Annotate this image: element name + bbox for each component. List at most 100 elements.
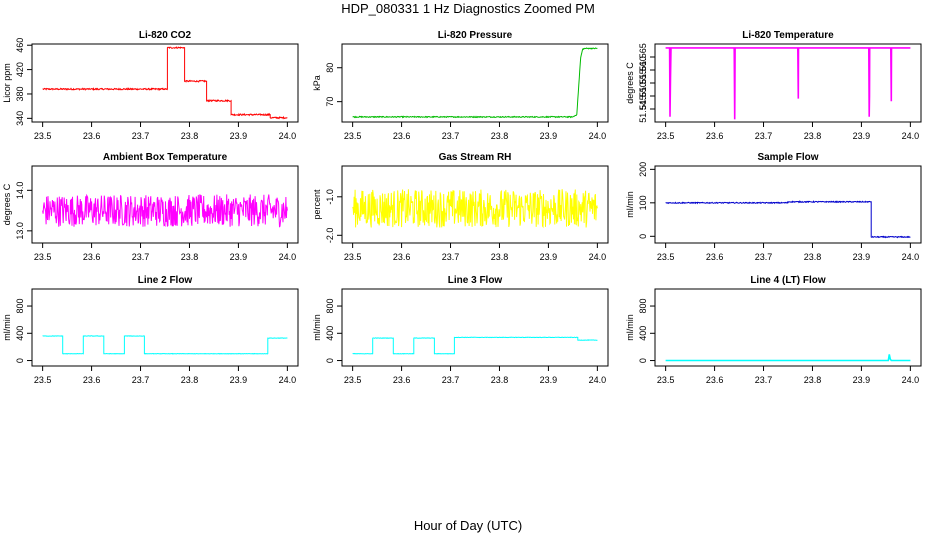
y-tick-label: 340: [15, 111, 25, 126]
panel-title: Gas Stream RH: [439, 152, 512, 163]
x-tick-label: 23.8: [804, 252, 822, 262]
y-tick-label: 400: [15, 326, 25, 341]
plot-frame: [31, 43, 299, 123]
x-tick-label: 23.5: [344, 375, 362, 385]
plot-frame: [654, 288, 922, 367]
x-tick-label: 24.0: [279, 131, 297, 141]
y-tick-label: 51.550: [638, 82, 648, 110]
series-line: [665, 47, 911, 120]
series-line: [42, 46, 288, 120]
y-tick-label: 14.0: [15, 182, 25, 200]
x-tick-label: 23.6: [706, 375, 724, 385]
y-tick-label: 400: [325, 326, 335, 341]
x-tick-label: 23.9: [540, 252, 558, 262]
y-tick-label: 0: [638, 358, 648, 363]
y-axis-label: ml/min: [625, 314, 635, 341]
x-tick-label: 23.7: [132, 375, 150, 385]
y-tick-label: 380: [15, 86, 25, 101]
y-tick-label: 100: [638, 195, 648, 210]
x-tick-label: 23.7: [132, 131, 150, 141]
y-tick-label: 800: [15, 299, 25, 314]
series-line: [665, 354, 911, 362]
plot-frame: [31, 165, 299, 244]
x-tick-label: 24.0: [902, 131, 920, 141]
x-tick-label: 23.7: [442, 375, 460, 385]
y-tick-label: 420: [15, 62, 25, 77]
x-tick-label: 23.6: [706, 252, 724, 262]
x-tick-label: 23.9: [230, 252, 248, 262]
x-tick-label: 23.9: [540, 131, 558, 141]
y-tick-label: 0: [15, 358, 25, 363]
x-tick-label: 23.7: [755, 252, 773, 262]
figure-title: HDP_080331 1 Hz Diagnostics Zoomed PM: [341, 1, 595, 16]
y-axis-label: degrees C: [625, 62, 635, 104]
y-tick-label: -1.0: [325, 189, 335, 205]
x-tick-label: 23.6: [393, 131, 411, 141]
x-tick-label: 23.6: [83, 252, 101, 262]
x-tick-label: 23.9: [230, 131, 248, 141]
plot-frame: [31, 288, 299, 367]
series-line: [352, 189, 598, 229]
y-tick-label: -2.0: [325, 228, 335, 244]
x-tick-label: 24.0: [279, 252, 297, 262]
series-line: [352, 47, 598, 119]
x-tick-label: 24.0: [589, 252, 607, 262]
x-tick-label: 23.8: [491, 375, 509, 385]
y-tick-label: 51.545: [638, 95, 648, 123]
x-tick-label: 23.9: [853, 131, 871, 141]
x-tick-label: 23.8: [491, 131, 509, 141]
x-tick-label: 23.7: [755, 131, 773, 141]
x-tick-label: 24.0: [902, 252, 920, 262]
y-tick-label: 400: [638, 326, 648, 341]
y-tick-label: 200: [638, 162, 648, 177]
y-axis-label: Licor ppm: [2, 63, 12, 103]
x-tick-label: 23.8: [804, 375, 822, 385]
x-tick-label: 23.5: [657, 131, 675, 141]
x-tick-label: 23.6: [706, 131, 724, 141]
x-tick-label: 23.8: [804, 131, 822, 141]
y-tick-label: 800: [638, 299, 648, 314]
series-line: [665, 200, 911, 239]
panel-title: Line 4 (LT) Flow: [750, 275, 826, 286]
x-tick-label: 23.5: [344, 252, 362, 262]
panel-title: Ambient Box Temperature: [103, 152, 228, 163]
x-tick-label: 23.5: [657, 252, 675, 262]
x-tick-label: 23.5: [34, 252, 52, 262]
y-axis-label: ml/min: [2, 314, 12, 341]
x-tick-label: 23.7: [755, 375, 773, 385]
x-tick-label: 23.9: [230, 375, 248, 385]
x-tick-label: 23.8: [491, 252, 509, 262]
y-tick-label: 70: [325, 97, 335, 107]
x-tick-label: 23.6: [393, 252, 411, 262]
x-tick-label: 23.9: [853, 252, 871, 262]
y-tick-label: 13.0: [15, 222, 25, 240]
x-tick-label: 23.7: [442, 252, 460, 262]
panel-title: Line 3 Flow: [448, 275, 503, 286]
x-tick-label: 23.6: [83, 375, 101, 385]
x-tick-label: 24.0: [589, 131, 607, 141]
plot-frame: [654, 43, 922, 123]
y-tick-label: 80: [325, 63, 335, 73]
panel-title: Sample Flow: [757, 152, 818, 163]
y-tick-label: 51.560: [638, 56, 648, 84]
x-tick-label: 23.8: [181, 252, 199, 262]
panel-title: Li-820 CO2: [139, 30, 192, 41]
y-axis-label: degrees C: [2, 183, 12, 225]
y-tick-label: 51.565: [638, 43, 648, 71]
x-tick-label: 23.6: [83, 131, 101, 141]
plot-frame: [341, 43, 609, 123]
y-axis-label: percent: [312, 189, 322, 220]
x-tick-label: 23.8: [181, 131, 199, 141]
panel-title: Li-820 Temperature: [742, 30, 834, 41]
y-tick-label: 0: [325, 358, 335, 363]
y-tick-label: 800: [325, 299, 335, 314]
x-tick-label: 23.5: [34, 375, 52, 385]
y-axis-label: kPa: [312, 75, 322, 91]
x-tick-label: 23.7: [442, 131, 460, 141]
x-tick-label: 24.0: [589, 375, 607, 385]
series-line: [42, 193, 288, 228]
plot-frame: [654, 165, 922, 244]
x-tick-label: 23.9: [540, 375, 558, 385]
x-axis-title: Hour of Day (UTC): [413, 518, 523, 533]
